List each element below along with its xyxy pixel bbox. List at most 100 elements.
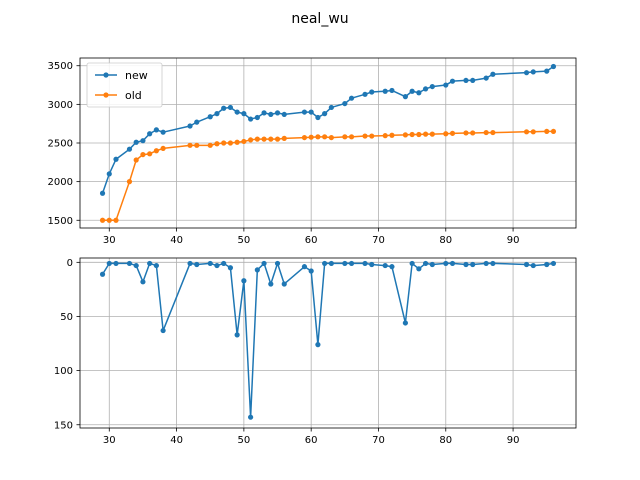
- data-point-series-0: [382, 262, 388, 269]
- data-point-series-0: [483, 260, 489, 267]
- data-point-new: [234, 109, 240, 115]
- data-point-new: [248, 116, 254, 122]
- data-point-old: [187, 142, 193, 148]
- data-point-old: [99, 217, 106, 223]
- data-point-new: [221, 105, 227, 111]
- x-tick-label: 40: [170, 435, 183, 446]
- data-point-new: [113, 156, 119, 162]
- data-point-old: [362, 133, 368, 139]
- data-point-new: [530, 69, 536, 75]
- data-point-series-0: [133, 262, 139, 269]
- data-point-new: [470, 77, 476, 84]
- data-point-series-0: [402, 320, 408, 326]
- data-point-old: [234, 139, 240, 145]
- data-point-old: [550, 128, 557, 135]
- data-point-new: [308, 109, 314, 115]
- data-point-new: [274, 110, 281, 116]
- data-point-series-0: [221, 260, 227, 267]
- data-point-old: [328, 134, 334, 141]
- data-point-new: [409, 88, 415, 94]
- data-point-old: [106, 217, 112, 223]
- data-point-new: [402, 94, 408, 100]
- y-tick-label: 3000: [48, 100, 73, 111]
- data-point-series-0: [490, 260, 496, 267]
- data-point-series-0: [248, 414, 254, 420]
- data-point-old: [402, 132, 408, 138]
- data-point-new: [490, 71, 496, 77]
- data-point-series-0: [113, 260, 119, 267]
- data-point-series-0: [322, 260, 328, 267]
- data-point-series-0: [328, 260, 334, 267]
- data-point-old: [160, 145, 166, 152]
- data-point-series-0: [449, 260, 456, 267]
- data-point-new: [389, 87, 395, 94]
- data-point-new: [126, 146, 133, 152]
- data-point-old: [194, 142, 200, 148]
- y-tick-label: 3500: [48, 61, 73, 72]
- y-tick-label: 1500: [48, 216, 73, 227]
- data-point-series-0: [389, 264, 395, 270]
- data-point-old: [126, 179, 133, 185]
- data-point-new: [133, 139, 139, 145]
- x-tick-label: 80: [439, 435, 452, 446]
- legend-label-new: new: [125, 69, 148, 82]
- data-point-old: [147, 151, 153, 157]
- legend: new old: [86, 62, 163, 108]
- data-point-new: [422, 86, 429, 92]
- data-point-series-0: [274, 260, 281, 267]
- y-tick-label: 0: [67, 258, 73, 269]
- data-point-series-0: [160, 327, 166, 334]
- data-point-new: [281, 111, 287, 118]
- data-point-new: [369, 89, 375, 95]
- data-point-old: [429, 131, 435, 137]
- data-point-old: [322, 134, 328, 140]
- data-point-old: [113, 217, 119, 223]
- data-point-old: [248, 137, 254, 143]
- data-point-new: [99, 190, 106, 196]
- data-point-new: [187, 123, 193, 129]
- data-point-series-0: [308, 268, 314, 274]
- data-point-old: [274, 136, 281, 142]
- data-point-series-0: [214, 262, 220, 269]
- data-point-new: [153, 127, 159, 133]
- data-point-series-0: [254, 267, 260, 273]
- data-point-series-0: [194, 261, 200, 268]
- data-point-old: [416, 131, 422, 138]
- data-point-new: [322, 111, 328, 117]
- data-point-series-0: [234, 332, 240, 338]
- legend-marker-new: [103, 72, 109, 78]
- data-point-old: [241, 138, 247, 145]
- data-point-series-0: [470, 261, 476, 268]
- data-point-series-0: [301, 264, 308, 270]
- data-point-new: [382, 88, 388, 94]
- data-point-series-0: [261, 260, 267, 267]
- data-point-old: [483, 129, 489, 136]
- data-point-new: [483, 75, 489, 81]
- data-point-old: [133, 157, 139, 163]
- data-point-old: [308, 134, 314, 140]
- bottom-panel: 30 40 50 60 70 80 90 0 50 100 150: [54, 257, 577, 446]
- data-point-old: [268, 136, 274, 142]
- data-point-old: [348, 134, 355, 140]
- data-point-series-0: [207, 260, 213, 267]
- data-point-series-0: [429, 261, 435, 268]
- data-point-new: [106, 171, 112, 177]
- data-point-series-0: [281, 281, 287, 287]
- axes-frame: [79, 257, 577, 429]
- data-point-new: [449, 78, 456, 84]
- data-point-series-0: [187, 260, 193, 267]
- data-point-new: [362, 91, 368, 97]
- data-point-series-0: [227, 265, 234, 271]
- data-point-series-0: [153, 262, 159, 269]
- data-point-new: [261, 110, 267, 116]
- top-panel: 30 40 50 60 70 80 90 1500 2000 2500 3000 3500 new old: [48, 57, 577, 246]
- data-point-new: [207, 114, 213, 120]
- data-point-old: [301, 134, 308, 141]
- data-point-series-0: [409, 260, 415, 267]
- x-tick-label: 60: [305, 435, 318, 446]
- data-point-new: [241, 111, 247, 117]
- data-point-series-0: [342, 260, 348, 267]
- data-point-series-0: [463, 261, 469, 268]
- x-tick-label: 50: [238, 235, 251, 246]
